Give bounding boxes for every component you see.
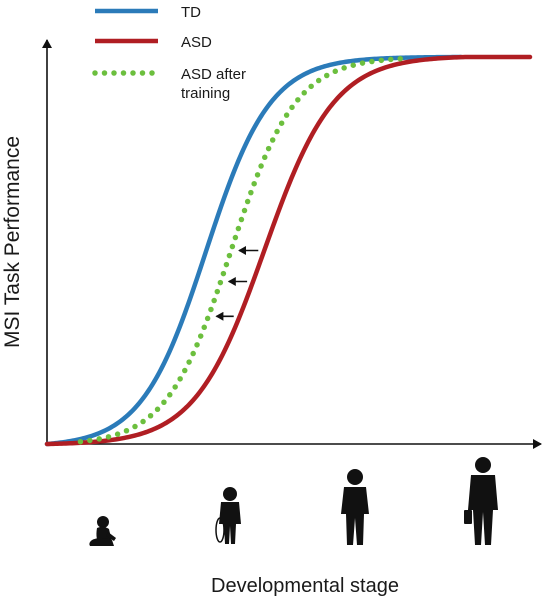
annotation-arrows — [215, 246, 259, 321]
adult-icon — [464, 457, 498, 545]
legend-label-line-1: ASD after — [181, 66, 246, 83]
teen-icon — [341, 469, 369, 545]
infant-icon — [89, 516, 116, 546]
legend-label-td: TD — [181, 4, 201, 21]
x-axis-label: Developmental stage — [211, 575, 399, 597]
child-icon — [215, 487, 241, 544]
legend-label-line-2: training — [181, 85, 230, 102]
series-line-asd-after-training — [77, 55, 410, 445]
legend: TD ASD ASD after training — [92, 4, 250, 102]
y-axis-label: MSI Task Performance — [1, 136, 24, 348]
legend-label-asd-after-training: ASD after training — [181, 66, 250, 102]
legend-label-asd: ASD — [181, 34, 212, 51]
series-group — [44, 54, 533, 447]
series-line-asd — [44, 54, 533, 447]
